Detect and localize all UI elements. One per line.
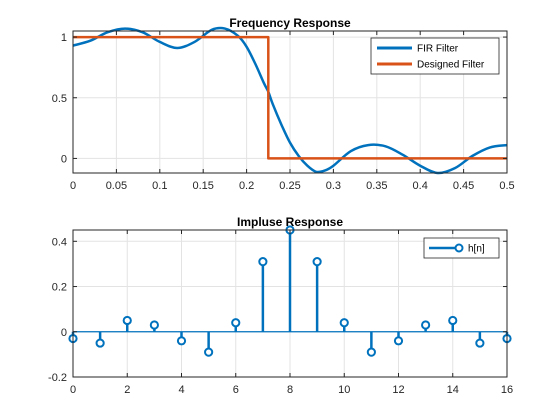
frequency-chart-title: Frequency Response (229, 16, 351, 30)
impulse-y-tick-label: 0.2 (52, 282, 67, 294)
frequency-y-tick-label: 0 (61, 153, 67, 165)
frequency-x-tick-label: 0.25 (279, 180, 300, 192)
stem-marker-n2 (122, 315, 132, 326)
stem-marker-n5 (204, 347, 214, 357)
impulse-x-tick-label: 14 (447, 384, 459, 396)
stem-marker-n12 (393, 336, 404, 346)
impulse-x-tick-label: 10 (338, 384, 350, 396)
legend-swatch-h-n-marker (454, 243, 464, 253)
impulse-x-tick-label: 4 (178, 384, 184, 396)
stem-marker-n9 (312, 257, 322, 267)
frequency-x-tick-label: 0.05 (106, 180, 127, 192)
stem-marker-n6 (231, 318, 241, 328)
frequency-y-tick-label: 1 (61, 32, 67, 44)
frequency-data (72, 26, 508, 175)
legend-label-fir-filter: FIR Filter (417, 44, 459, 55)
impulse-response-panel: 0 2 4 6 8 10 12 14 16-0.200.20.4 Impluse Respons… (48, 215, 513, 396)
impulse-y-tick-label: 0 (61, 327, 67, 339)
impulse-y-tick-label: 0.4 (52, 236, 67, 248)
stem-marker-n14 (448, 315, 458, 326)
frequency-ticks: 0 0.05 0.1 0.15 0.2 0.25 0.3 0.35 0.4 0.45 0.5 0 0.5… (52, 31, 515, 192)
stem-marker-n4 (176, 336, 187, 346)
frequency-y-tick-label: 0.5 (52, 93, 67, 105)
frequency-legend: FIR Filter Designed Filter (370, 37, 500, 75)
legend-label-designed-filter: Designed Filter (417, 60, 485, 71)
frequency-legend-box (370, 37, 500, 75)
stem-marker-n15 (475, 338, 485, 348)
impulse-y-tick-label: -0.2 (48, 372, 67, 384)
legend-label-h-n: h[n] (468, 244, 485, 255)
stem-marker-n1 (95, 338, 105, 348)
series-line-fir-filter (72, 26, 508, 175)
frequency-x-tick-label: 0.1 (152, 180, 167, 192)
stem-marker-n13 (421, 320, 431, 330)
frequency-response-panel: 0 0.05 0.1 0.15 0.2 0.25 0.3 0.35 0.4 0.45 0.5 0 0.5… (52, 16, 515, 192)
frequency-x-tick-label: 0.45 (453, 180, 474, 192)
frequency-x-tick-label: 0 (70, 180, 76, 192)
impulse-x-tick-label: 2 (124, 384, 130, 396)
impulse-data (68, 225, 512, 357)
impulse-legend: h[n] (423, 237, 500, 259)
frequency-x-tick-label: 0.2 (239, 180, 254, 192)
stem-marker-n7 (258, 257, 268, 267)
frequency-x-tick-label: 0.5 (499, 180, 514, 192)
frequency-x-tick-label: 0.35 (366, 180, 387, 192)
series-line-designed-filter (73, 35, 507, 160)
stem-marker-n11 (366, 347, 376, 357)
frequency-x-tick-label: 0.15 (192, 180, 213, 192)
frequency-x-tick-label: 0.4 (413, 180, 428, 192)
impulse-x-tick-label: 16 (501, 384, 513, 396)
stem-marker-n3 (149, 320, 159, 330)
impulse-x-tick-label: 0 (70, 384, 76, 396)
impulse-x-tick-label: 12 (392, 384, 404, 396)
impulse-chart-title: Impluse Response (237, 215, 343, 229)
impulse-x-tick-label: 8 (287, 384, 293, 396)
impulse-x-tick-label: 6 (233, 384, 239, 396)
stem-marker-n10 (339, 318, 349, 328)
frequency-x-tick-label: 0.3 (326, 180, 341, 192)
impulse-ticks: 0 2 4 6 8 10 12 14 16-0.200.20.4 (48, 230, 513, 396)
